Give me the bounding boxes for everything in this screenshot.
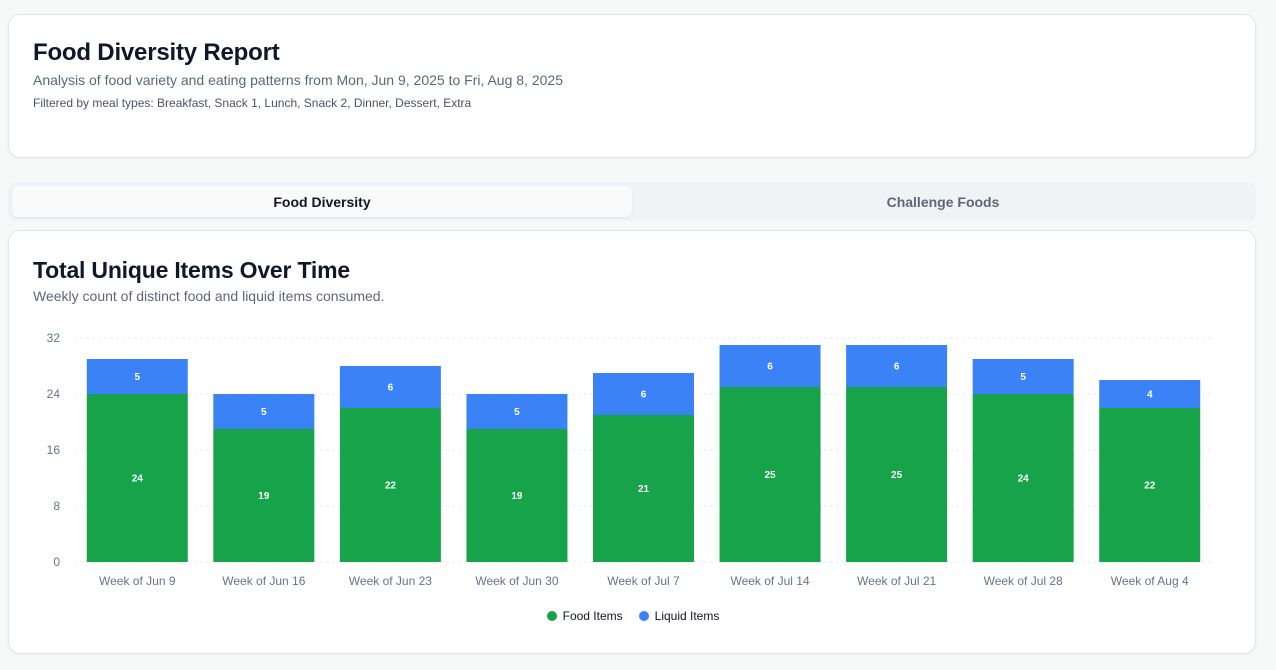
bar-food [846,387,948,562]
x-tick-label: Week of Jul 7 [607,574,680,588]
bar-value-label: 6 [388,383,394,394]
x-tick-label: Week of Jul 21 [857,574,936,588]
bar-value-label: 22 [385,481,397,492]
bar-food [972,394,1074,562]
bar-value-label: 5 [1020,372,1026,383]
bar-value-label: 24 [1018,474,1030,485]
x-tick-label: Week of Aug 4 [1111,574,1189,588]
bar-liquid [719,345,821,387]
page-title: Food Diversity Report [33,39,280,66]
bar-value-label: 24 [132,474,144,485]
x-tick-label: Week of Jun 9 [99,574,176,588]
bar-food [213,429,315,562]
bar-value-label: 4 [1147,390,1153,401]
report-tabs: Food Diversity Challenge Foods [8,182,1256,221]
bar-liquid [339,366,441,408]
bar-value-label: 6 [894,362,900,373]
bar-value-label: 19 [258,491,270,502]
y-tick-label: 32 [47,331,61,345]
report-subtitle: Analysis of food variety and eating patt… [33,72,563,88]
bar-food [593,415,694,562]
bar-value-label: 21 [638,484,650,495]
tab-food-diversity[interactable]: Food Diversity [12,186,632,217]
bar-value-label: 5 [514,407,520,418]
y-tick-label: 16 [47,443,61,457]
bar-food [1099,408,1201,562]
chart-legend: Food Items Liquid Items [9,609,1257,623]
bar-liquid [593,373,694,415]
bar-value-label: 6 [767,362,773,373]
x-tick-label: Week of Jun 30 [475,574,558,588]
legend-item-food: Food Items [546,609,623,623]
bar-value-label: 25 [891,470,903,481]
bar-liquid [972,359,1074,394]
bar-value-label: 5 [261,407,267,418]
bar-liquid [213,394,315,429]
unique-items-chart-card: Total Unique Items Over Time Weekly coun… [8,230,1256,654]
legend-swatch [546,611,557,621]
tab-challenge-foods[interactable]: Challenge Foods [886,193,1000,210]
bar-liquid [86,359,188,394]
bar-value-label: 22 [1144,481,1156,492]
bar-liquid [1099,380,1201,408]
chart-title: Total Unique Items Over Time [33,257,350,283]
legend-item-liquid: Liquid Items [638,609,720,623]
bar-liquid [466,394,568,429]
x-tick-label: Week of Jul 14 [730,574,809,588]
y-tick-label: 8 [53,499,60,513]
legend-swatch [638,611,649,621]
x-tick-label: Week of Jul 28 [984,574,1063,588]
bar-value-label: 25 [764,470,776,481]
stacked-bar-chart: 0 8 16 24 32 24 5 Week of Jun 9 19 5 Week of Jun 1… [47,331,1213,588]
report-header-card: Food Diversity Report Analysis of food v… [8,14,1256,158]
y-tick-label: 24 [47,387,61,401]
y-tick-label: 0 [53,555,60,569]
bar-value-label: 19 [511,491,523,502]
chart-subtitle: Weekly count of distinct food and liquid… [33,288,385,304]
x-tick-label: Week of Jun 23 [349,574,432,588]
bar-food [719,387,821,562]
legend-label: Food Items [562,609,623,623]
bar-food [466,429,568,562]
x-tick-label: Week of Jun 16 [222,574,305,588]
meal-type-filter-text: Filtered by meal types: Breakfast, Snack… [33,96,472,110]
bar-liquid [846,345,948,387]
bar-food [86,394,188,562]
legend-label: Liquid Items [654,609,720,623]
bar-value-label: 6 [641,390,647,401]
bar-value-label: 5 [134,372,140,383]
bar-food [339,408,441,562]
